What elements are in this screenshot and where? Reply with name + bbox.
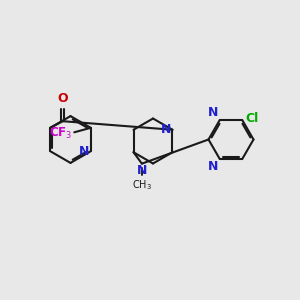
Text: N: N	[208, 106, 218, 118]
Text: N: N	[160, 123, 171, 136]
Text: N: N	[208, 160, 218, 173]
Text: N: N	[79, 145, 89, 158]
Text: O: O	[58, 92, 68, 105]
Text: Cl: Cl	[245, 112, 259, 125]
Text: N: N	[137, 164, 147, 177]
Text: CF$_3$: CF$_3$	[49, 126, 72, 141]
Text: CH$_3$: CH$_3$	[132, 178, 152, 192]
